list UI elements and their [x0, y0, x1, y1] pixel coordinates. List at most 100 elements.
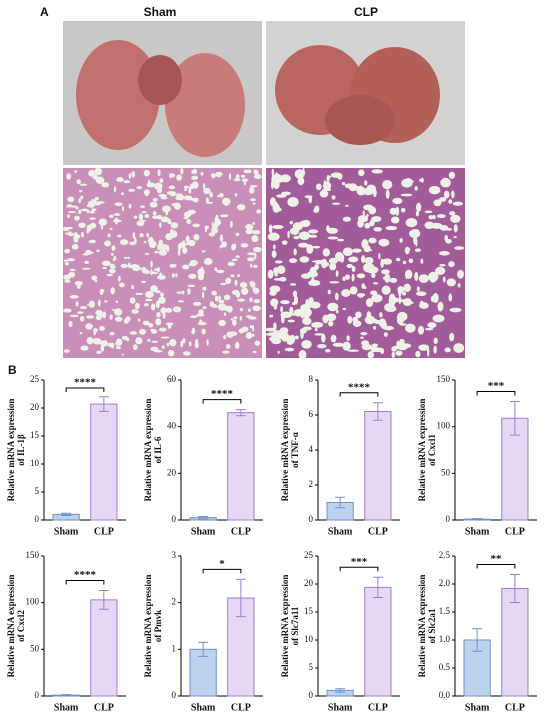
x-tick-label: Sham: [328, 526, 353, 537]
panel-label: A: [40, 5, 49, 19]
x-tick-label: CLP: [94, 526, 114, 537]
y-tick-label: 20: [30, 402, 40, 412]
y-axis-label: Relative mRNA expression: [143, 399, 153, 502]
significance-label: ***: [488, 380, 505, 392]
panel-label: B: [8, 363, 17, 377]
y-tick-label: 25: [304, 550, 314, 560]
error-bar: [335, 688, 346, 693]
y-tick-label: 20: [167, 467, 177, 477]
x-tick-label: Sham: [465, 702, 490, 713]
y-tick-label: 0: [172, 514, 177, 524]
y-tick-label: 1.5: [439, 606, 451, 616]
y-tick-label: 2.0: [439, 578, 451, 588]
x-tick-label: CLP: [368, 702, 388, 713]
significance-bracket: [476, 390, 516, 396]
significance-bracket: [339, 392, 379, 397]
y-tick-label: 0: [35, 514, 40, 524]
y-axis-label: Relative mRNA expression: [417, 399, 427, 502]
y-tick-label: 10: [30, 458, 40, 468]
x-tick-label: CLP: [231, 526, 251, 537]
y-axis-label: Relative mRNA expression: [280, 399, 290, 502]
y-tick-label: 100: [437, 421, 451, 431]
y-tick-label: 0: [446, 514, 451, 524]
y-axis-label: of Cxcl1: [427, 434, 437, 466]
x-tick-label: Sham: [54, 526, 79, 537]
x-tick-label: Sham: [465, 526, 490, 537]
y-tick-label: 0: [172, 690, 177, 700]
y-tick-label: 0.0: [439, 690, 451, 700]
significance-bracket: [202, 399, 242, 404]
y-tick-label: 1: [172, 643, 177, 653]
error-bar: [98, 396, 109, 412]
significance-label: ****: [211, 388, 234, 400]
error-bar: [198, 641, 209, 657]
bar: [90, 599, 118, 697]
x-tick-label: CLP: [368, 526, 388, 537]
significance-bracket: [339, 566, 379, 572]
bar: [364, 411, 392, 521]
column-header: Sham: [144, 5, 177, 19]
significance-bracket: [65, 387, 105, 392]
column-header: CLP: [354, 5, 378, 19]
y-tick-label: 0: [35, 690, 40, 700]
y-tick-label: 2: [172, 597, 177, 607]
x-tick-label: Sham: [191, 526, 216, 537]
significance-bracket: [202, 568, 242, 574]
significance-bracket: [65, 580, 105, 585]
error-bar: [372, 576, 383, 598]
bar: [501, 587, 529, 697]
y-axis-label: of Slc7a11: [290, 606, 300, 645]
x-tick-label: CLP: [505, 702, 525, 713]
bar: [227, 412, 255, 521]
error-bar: [235, 409, 246, 417]
bar: [189, 648, 217, 697]
x-tick-label: CLP: [231, 702, 251, 713]
x-tick-label: Sham: [191, 702, 216, 713]
y-tick-label: 4: [309, 444, 314, 454]
y-tick-label: 3: [172, 550, 177, 560]
y-tick-label: 0: [309, 690, 314, 700]
bar: [364, 586, 392, 697]
y-axis-label: Relative mRNA expression: [6, 399, 16, 502]
y-axis-label: of Cxcl2: [16, 610, 26, 642]
y-tick-label: 1.0: [439, 634, 451, 644]
y-axis-label: of Pmvk: [153, 610, 163, 642]
x-tick-label: CLP: [94, 702, 114, 713]
y-axis-label: of IL-1β: [16, 434, 26, 466]
y-tick-label: 0.5: [439, 662, 451, 672]
y-axis-label: Relative mRNA expression: [143, 575, 153, 678]
significance-label: ****: [348, 381, 371, 393]
error-bar: [198, 516, 209, 520]
y-tick-label: 15: [304, 606, 314, 616]
y-tick-label: 40: [167, 421, 177, 431]
y-tick-label: 50: [30, 643, 40, 653]
significance-label: ****: [74, 377, 97, 389]
y-tick-label: 50: [441, 467, 451, 477]
y-axis-label: Relative mRNA expression: [6, 575, 16, 678]
x-tick-label: CLP: [505, 526, 525, 537]
significance-bracket: [476, 563, 516, 569]
significance-label: ****: [74, 569, 97, 581]
error-bar: [61, 512, 72, 517]
lung-photos: [63, 21, 465, 165]
x-tick-label: Sham: [54, 702, 79, 713]
significance-label: ***: [351, 556, 368, 568]
y-tick-label: 100: [26, 597, 40, 607]
significance-label: **: [491, 553, 503, 565]
error-bar: [472, 518, 483, 521]
y-axis-label: Relative mRNA expression: [417, 575, 427, 678]
error-bar: [98, 590, 109, 610]
y-tick-label: 8: [309, 374, 314, 384]
error-bar: [61, 694, 72, 697]
significance-label: *: [219, 558, 225, 570]
y-tick-label: 25: [30, 374, 40, 384]
error-bar: [372, 402, 383, 421]
error-bar: [509, 573, 520, 603]
y-tick-label: 10: [304, 634, 314, 644]
y-axis-label: of TNF-α: [290, 432, 300, 468]
error-bar: [509, 400, 520, 436]
y-tick-label: 150: [437, 374, 451, 384]
y-axis-label: Relative mRNA expression: [280, 575, 290, 678]
y-tick-label: 150: [26, 550, 40, 560]
